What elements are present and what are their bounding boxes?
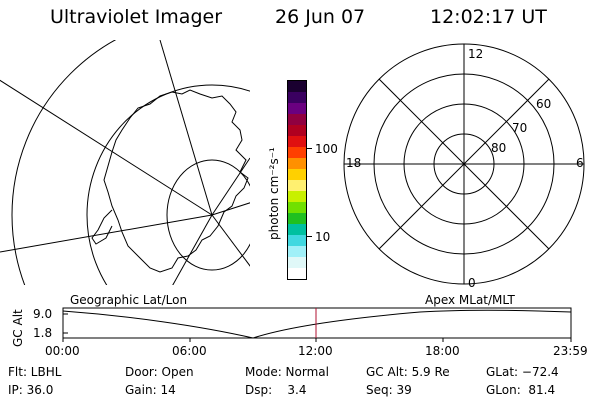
altitude-timeline [62, 307, 572, 342]
mlt-label-6: 6 [576, 156, 584, 170]
colorbar-segment [288, 180, 306, 192]
colorbar-segment [288, 257, 306, 269]
timeline-xtick-2359: 23:59 [553, 344, 588, 358]
colorbar-tick-10: 10 [315, 230, 331, 244]
colorbar-segment [288, 246, 306, 258]
colorbar-segment [288, 224, 306, 236]
status-ip: IP: 36.0 [8, 383, 54, 397]
colorbar-segment [288, 202, 306, 214]
colorbar-segment [288, 235, 306, 247]
observation-date: 26 Jun 07 [275, 6, 366, 28]
mlat-label-80: 80 [491, 141, 507, 155]
status-glon: GLon: 81.4 [486, 383, 556, 397]
colorbar-segment [288, 113, 306, 126]
mlat-label-60: 60 [536, 97, 552, 111]
status-gc-alt: GC Alt: 5.9 Re [366, 365, 450, 379]
magnetic-polar-plot [343, 43, 585, 285]
colorbar-segment [288, 92, 306, 104]
observation-time: 12:02:17 UT [430, 6, 547, 28]
timeline-xtick-1200: 12:00 [298, 344, 333, 358]
mlt-label-0: 0 [468, 276, 476, 290]
colorbar-segment [288, 268, 306, 279]
status-filter: Flt: LBHL [8, 365, 62, 379]
colorbar-segment [288, 125, 306, 137]
mlt-label-18: 18 [346, 156, 362, 170]
geographic-map [0, 40, 250, 285]
status-dsp: Dsp: 3.4 [245, 383, 307, 397]
status-gain: Gain: 14 [125, 383, 176, 397]
timeline-xtick-0600: 06:00 [172, 344, 207, 358]
colorbar-segment [288, 103, 306, 115]
status-mode: Mode: Normal [245, 365, 329, 379]
mlt-label-12: 12 [468, 47, 484, 61]
status-seq: Seq: 39 [366, 383, 412, 397]
timeline-xtick-1800: 18:00 [425, 344, 460, 358]
colorbar-segment [288, 136, 306, 148]
status-glat: GLat: −72.4 [486, 365, 559, 379]
colorbar-segment [288, 158, 306, 170]
colorbar [287, 80, 307, 280]
timeline-ytick-min: 1.8 [33, 326, 53, 340]
mlat-label-70: 70 [512, 121, 528, 135]
colorbar-segment [288, 146, 306, 159]
instrument-title: Ultraviolet Imager [50, 6, 223, 28]
timeline-left-label: Geographic Lat/Lon [70, 293, 188, 307]
timeline-right-label: Apex MLat/MLT [425, 293, 515, 307]
colorbar-tick-100: 100 [315, 142, 338, 156]
colorbar-segment [288, 169, 306, 181]
colorbar-segment [288, 212, 306, 225]
timeline-xtick-0000: 00:00 [45, 344, 80, 358]
colorbar-label: photon cm⁻²s⁻¹ [267, 147, 281, 240]
colorbar-segment [288, 81, 306, 93]
colorbar-segment [288, 191, 306, 203]
timeline-axis-label: GC Alt [11, 309, 25, 347]
timeline-ytick-max: 9.0 [33, 307, 53, 321]
status-door: Door: Open [125, 365, 194, 379]
